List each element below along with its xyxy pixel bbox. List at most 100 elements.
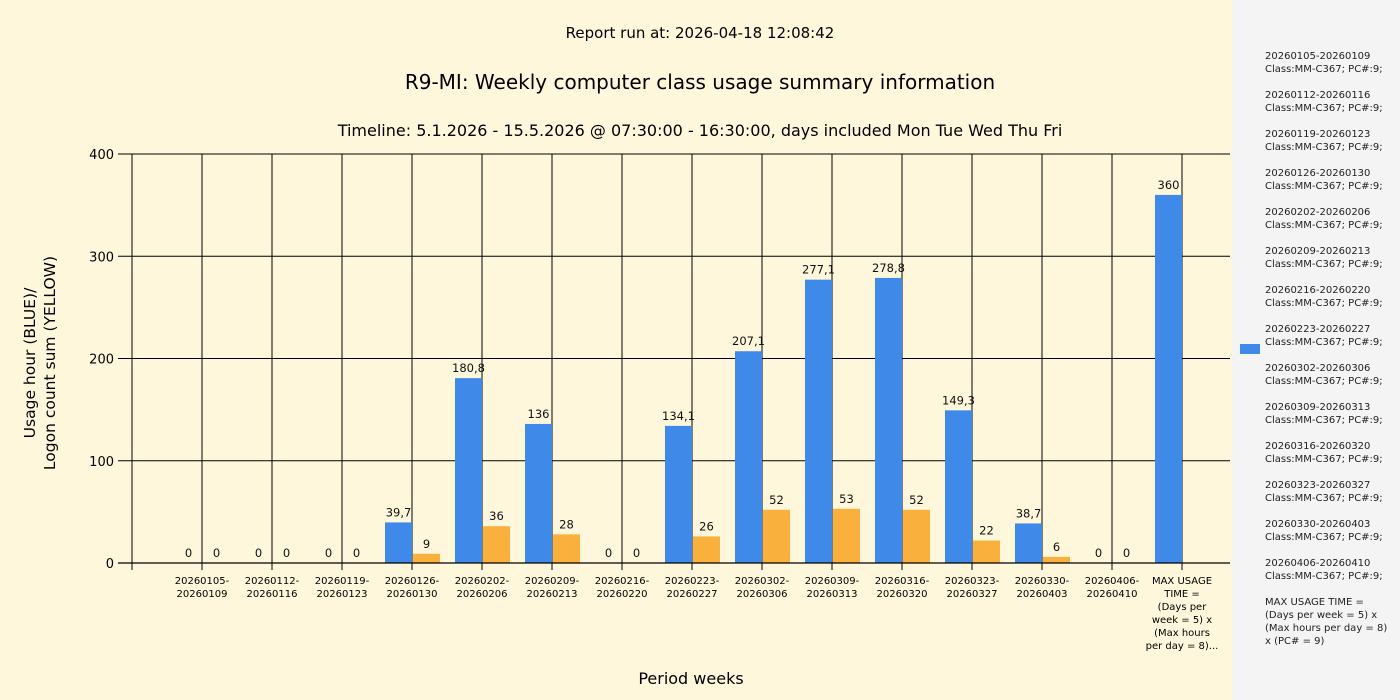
x-tick-label: 20260309-20260313 xyxy=(805,576,860,600)
legend-item-detail: Class:MM-C367; PC#:9; xyxy=(1265,181,1383,192)
legend-item: 20260323-20260327 Class:MM-C367; PC#:9; xyxy=(1265,479,1395,505)
x-tick-label: 20260330-20260403 xyxy=(1015,576,1070,600)
usage-data-label: 38,7 xyxy=(1016,506,1042,520)
logon-data-label: 52 xyxy=(769,493,784,507)
usage-data-label: 360 xyxy=(1158,178,1180,192)
x-tick-label: 20260209-20260213 xyxy=(525,576,580,600)
legend-item: 20260209-20260213 Class:MM-C367; PC#:9; xyxy=(1265,245,1395,271)
legend-item: 20260202-20260206 Class:MM-C367; PC#:9; xyxy=(1265,206,1395,232)
legend-item: 20260126-20260130 Class:MM-C367; PC#:9; xyxy=(1265,167,1395,193)
logon-bar xyxy=(1043,556,1070,563)
legend-item: MAX USAGE TIME = (Days per week = 5) x (… xyxy=(1265,596,1395,648)
usage-bar xyxy=(385,522,412,563)
legend-item-detail: Class:MM-C367; PC#:9; xyxy=(1265,415,1383,426)
legend-item-detail: Class:MM-C367; PC#:9; xyxy=(1265,142,1383,153)
x-tick-label: 20260202-20260206 xyxy=(455,576,510,600)
legend-item-detail: Class:MM-C367; PC#:9; xyxy=(1265,298,1383,309)
legend-swatch xyxy=(1240,344,1260,354)
y-tick-label: 0 xyxy=(106,557,114,572)
x-tick-label: 20260323-20260327 xyxy=(945,576,1000,600)
legend-item-detail: (Days per week = 5) x (Max hours per day… xyxy=(1265,610,1388,647)
usage-bar xyxy=(875,277,902,563)
legend-item-period: 20260202-20260206 xyxy=(1265,207,1371,218)
usage-bar xyxy=(665,425,692,563)
y-tick-label: 400 xyxy=(89,148,114,163)
logon-data-label: 0 xyxy=(213,546,220,560)
legend-item-detail: Class:MM-C367; PC#:9; xyxy=(1265,454,1383,465)
x-tick-label: 20260126-20260130 xyxy=(385,576,440,600)
logon-bar xyxy=(763,509,790,563)
y-tick-label: 100 xyxy=(89,455,114,470)
usage-bar xyxy=(525,423,552,563)
usage-data-label: 207,1 xyxy=(732,334,765,348)
logon-data-label: 0 xyxy=(353,546,360,560)
legend-item: 20260406-20260410 Class:MM-C367; PC#:9; xyxy=(1265,557,1395,583)
chart-subtitle: Timeline: 5.1.2026 - 15.5.2026 @ 07:30:0… xyxy=(337,121,1063,140)
legend-item-period: 20260119-20260123 xyxy=(1265,129,1371,140)
x-tick-label: MAX USAGE TIME = (Days per week = 5) x (Max … xyxy=(1146,576,1219,652)
x-tick-label: 20260302-20260306 xyxy=(735,576,790,600)
x-tick-label: 20260223-20260227 xyxy=(665,576,720,600)
legend-item: 20260216-20260220 Class:MM-C367; PC#:9; xyxy=(1265,284,1395,310)
legend-item-period: 20260316-20260320 xyxy=(1265,441,1371,452)
usage-data-label: 136 xyxy=(528,407,550,421)
report-run-timestamp: Report run at: 2026-04-18 12:08:42 xyxy=(565,24,835,42)
legend-item: 20260105-20260109 Class:MM-C367; PC#:9; xyxy=(1265,50,1395,76)
legend-item-detail: Class:MM-C367; PC#:9; xyxy=(1265,103,1383,114)
x-tick-label: 20260316-20260320 xyxy=(875,576,930,600)
usage-data-label: 277,1 xyxy=(802,263,835,277)
y-tick-label: 200 xyxy=(89,353,114,368)
logon-bar xyxy=(833,508,860,563)
usage-data-label: 180,8 xyxy=(452,361,485,375)
legend-item: 20260223-20260227 Class:MM-C367; PC#:9; xyxy=(1265,323,1395,349)
usage-data-label: 149,3 xyxy=(942,393,975,407)
x-tick-label: 20260119-20260123 xyxy=(315,576,370,600)
x-tick-label: 20260406-20260410 xyxy=(1085,576,1140,600)
legend-item-period: 20260223-20260227 xyxy=(1265,324,1371,335)
logon-bar xyxy=(693,536,720,563)
logon-data-label: 0 xyxy=(633,546,640,560)
legend-item-detail: Class:MM-C367; PC#:9; xyxy=(1265,64,1383,75)
legend-item-period: 20260126-20260130 xyxy=(1265,168,1371,179)
legend-item-period: 20260309-20260313 xyxy=(1265,402,1371,413)
usage-bar xyxy=(455,378,482,563)
logon-bar xyxy=(973,540,1000,563)
logon-data-label: 6 xyxy=(1053,540,1060,554)
legend-item-detail: Class:MM-C367; PC#:9; xyxy=(1265,493,1383,504)
x-tick-label: 20260216-20260220 xyxy=(595,576,650,600)
legend-item-detail: Class:MM-C367; PC#:9; xyxy=(1265,376,1383,387)
legend-item-period: 20260105-20260109 xyxy=(1265,51,1371,62)
usage-data-label: 134,1 xyxy=(662,409,695,423)
legend-item-period: 20260216-20260220 xyxy=(1265,285,1371,296)
logon-data-label: 36 xyxy=(489,509,504,523)
legend-item-detail: Class:MM-C367; PC#:9; xyxy=(1265,337,1383,348)
y-tick-label: 300 xyxy=(89,250,114,265)
logon-data-label: 0 xyxy=(1123,546,1130,560)
x-tick-label: 20260112-20260116 xyxy=(245,576,300,600)
logon-data-label: 22 xyxy=(979,524,994,538)
legend-item-period: 20260302-20260306 xyxy=(1265,363,1371,374)
usage-data-label: 278,8 xyxy=(872,261,905,275)
logon-bar xyxy=(553,534,580,563)
legend-item: 20260330-20260403 Class:MM-C367; PC#:9; xyxy=(1265,518,1395,544)
usage-data-label: 0 xyxy=(605,546,612,560)
usage-bar xyxy=(805,279,832,563)
usage-data-label: 0 xyxy=(185,546,192,560)
legend-item: 20260309-20260313 Class:MM-C367; PC#:9; xyxy=(1265,401,1395,427)
logon-bar xyxy=(483,526,510,563)
logon-bar xyxy=(903,509,930,563)
legend-item: 20260316-20260320 Class:MM-C367; PC#:9; xyxy=(1265,440,1395,466)
usage-data-label: 0 xyxy=(255,546,262,560)
logon-data-label: 26 xyxy=(699,519,714,533)
legend-item-detail: Class:MM-C367; PC#:9; xyxy=(1265,259,1383,270)
logon-data-label: 28 xyxy=(559,517,574,531)
legend-item-detail: Class:MM-C367; PC#:9; xyxy=(1265,532,1383,543)
usage-bar xyxy=(735,351,762,563)
x-tick-label: 20260105-20260109 xyxy=(175,576,230,600)
legend-item: 20260119-20260123 Class:MM-C367; PC#:9; xyxy=(1265,128,1395,154)
legend-item: 20260302-20260306 Class:MM-C367; PC#:9; xyxy=(1265,362,1395,388)
chart-plot: 0 100 200 300 400 20260105-20260109 0 0 20260112… xyxy=(89,148,1230,652)
legend-item-period: 20260406-20260410 xyxy=(1265,558,1371,569)
x-axis-label: Period weeks xyxy=(638,669,744,688)
usage-data-label: 39,7 xyxy=(386,505,412,519)
